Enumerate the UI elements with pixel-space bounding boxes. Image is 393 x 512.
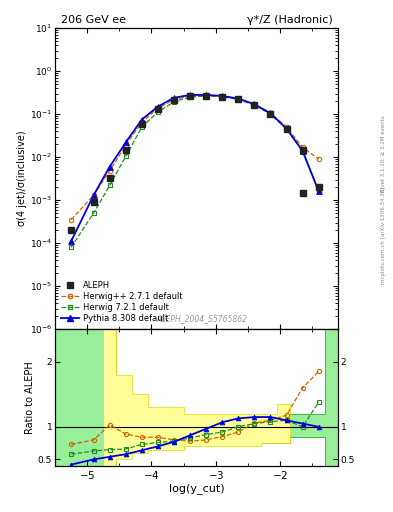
Text: γ*/Z (Hadronic): γ*/Z (Hadronic): [246, 14, 332, 25]
Text: Rivet 3.1.10, ≥ 3.2M events: Rivet 3.1.10, ≥ 3.2M events: [381, 115, 386, 192]
Text: 206 GeV ee: 206 GeV ee: [61, 14, 126, 25]
Y-axis label: Ratio to ALEPH: Ratio to ALEPH: [25, 361, 35, 434]
Legend: ALEPH, Herwig++ 2.7.1 default, Herwig 7.2.1 default, Pythia 8.308 default: ALEPH, Herwig++ 2.7.1 default, Herwig 7.…: [59, 280, 184, 325]
Y-axis label: σ(4 jet)/σ(inclusive): σ(4 jet)/σ(inclusive): [17, 131, 27, 226]
Text: ALEPH_2004_S5765862: ALEPH_2004_S5765862: [157, 314, 248, 323]
Text: mcplots.cern.ch [arXiv:1306.34.36]: mcplots.cern.ch [arXiv:1306.34.36]: [381, 187, 386, 284]
X-axis label: log(y_cut): log(y_cut): [169, 483, 224, 495]
